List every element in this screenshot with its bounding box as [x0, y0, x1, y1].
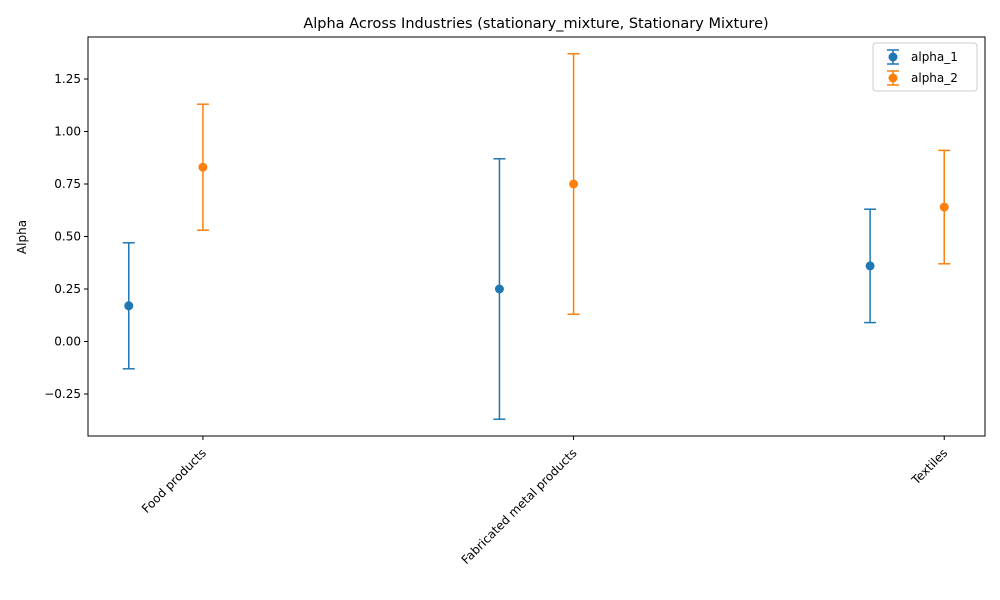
y-tick-label: −0.25 [44, 387, 81, 401]
y-tick-label: 0.50 [54, 230, 81, 244]
y-tick-label: 1.00 [54, 125, 81, 139]
data-point [198, 163, 207, 172]
legend-marker-point [889, 74, 898, 83]
data-point [940, 203, 949, 212]
y-tick-label: 0.00 [54, 335, 81, 349]
chart-title: Alpha Across Industries (stationary_mixt… [303, 16, 768, 32]
legend-marker-point [889, 53, 898, 62]
chart-marks: −0.25 0.00 0.25 0.50 0.75 1.00 1.25 Food produc… [44, 54, 950, 567]
x-tick-label: Textiles [908, 446, 950, 488]
x-tick-label: Food products [139, 446, 209, 516]
y-axis-label: Alpha [15, 220, 29, 254]
data-point [866, 261, 875, 270]
y-tick-label: 0.25 [54, 282, 81, 296]
y-tick-label: 1.25 [54, 72, 81, 86]
legend-label: alpha_1 [911, 50, 958, 64]
data-point [495, 285, 504, 294]
legend: alpha_1 alpha_2 [873, 43, 977, 91]
x-tick-label: Fabricated metal products [459, 446, 580, 567]
y-tick-label: 0.75 [54, 177, 81, 191]
legend-label: alpha_2 [911, 71, 958, 85]
plot-frame [88, 37, 985, 436]
data-point [569, 180, 578, 189]
data-point [124, 301, 133, 310]
